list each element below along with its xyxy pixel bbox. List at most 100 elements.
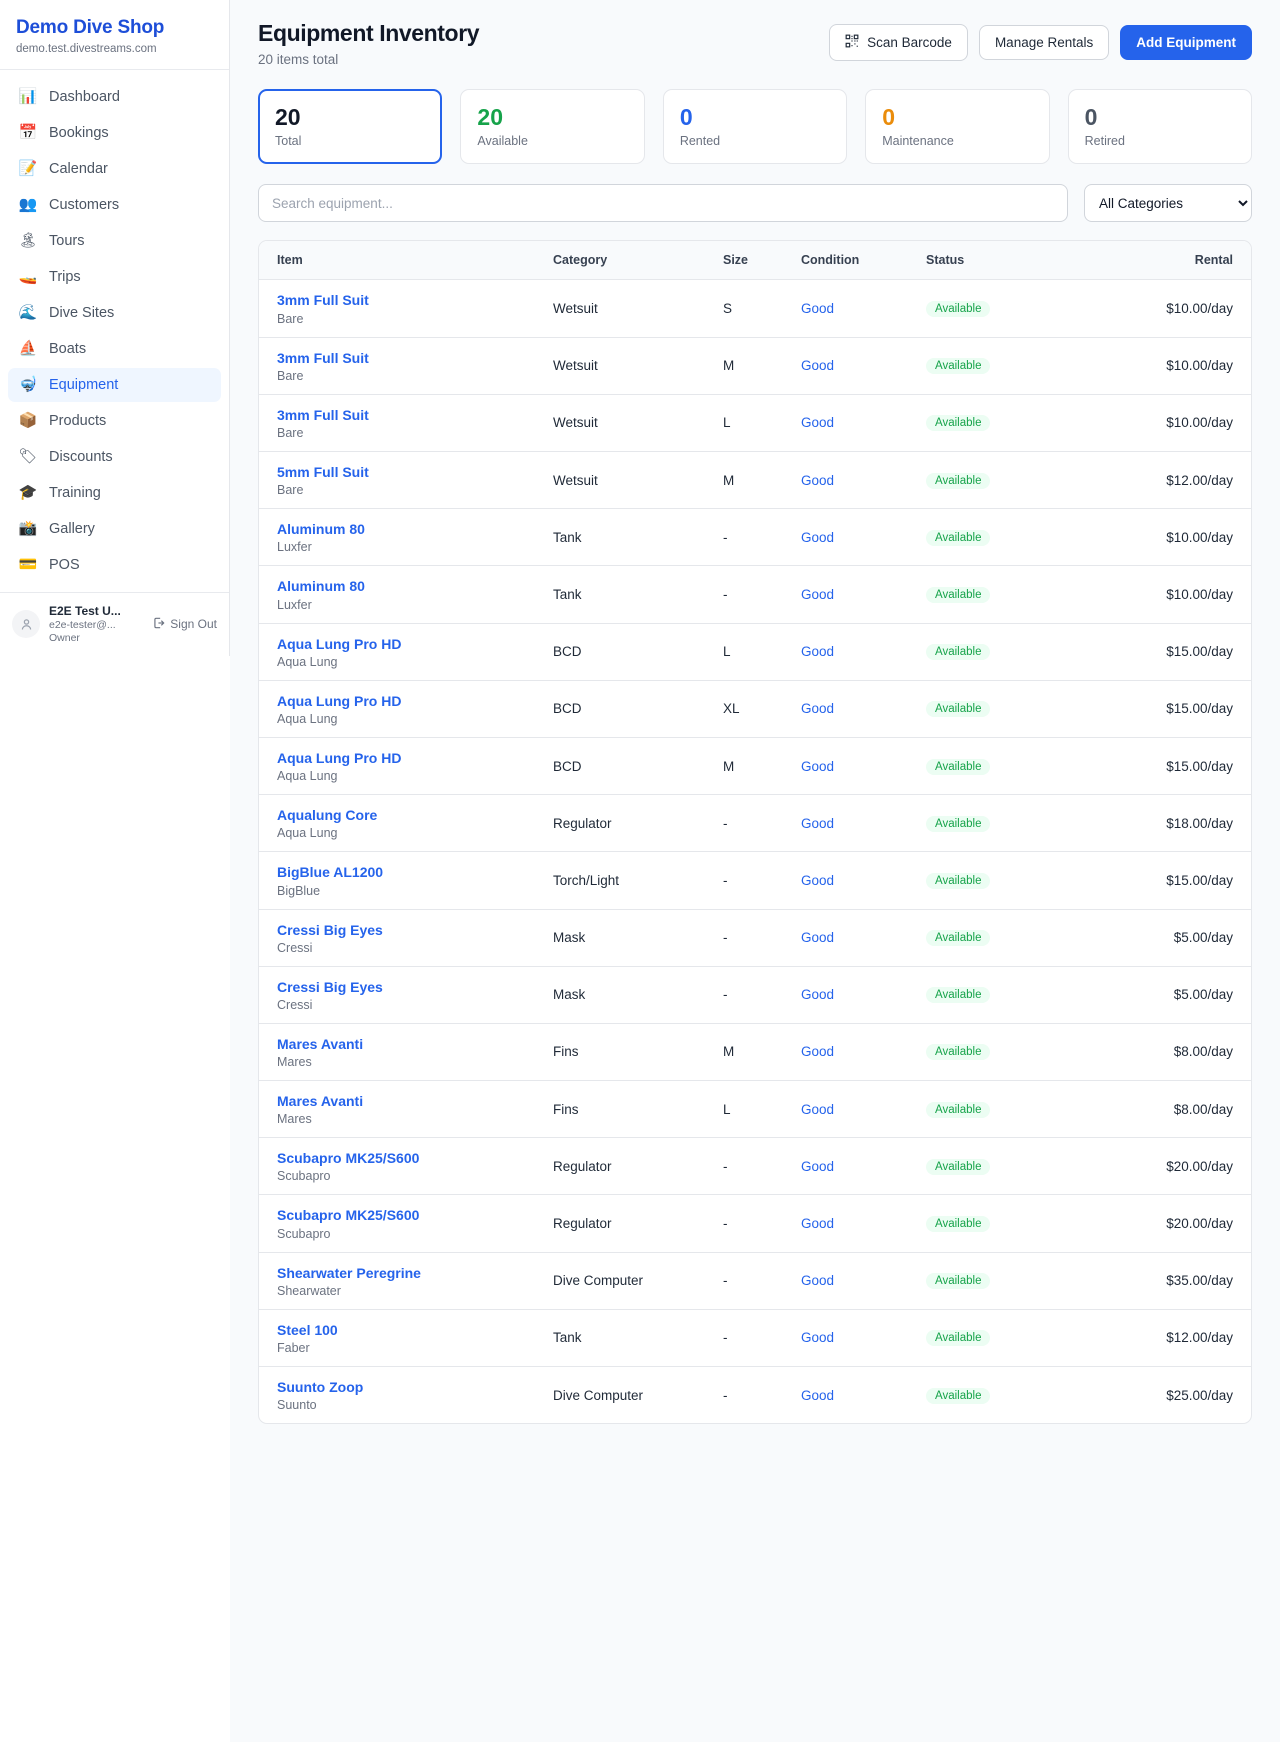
- sidebar-item-products[interactable]: 📦 Products: [8, 404, 221, 438]
- sidebar-item-dive-sites[interactable]: 🌊 Dive Sites: [8, 296, 221, 330]
- item-link[interactable]: 3mm Full Suit: [277, 406, 369, 423]
- item-link[interactable]: Steel 100: [277, 1321, 338, 1338]
- sidebar-item-bookings[interactable]: 📅 Bookings: [8, 116, 221, 150]
- item-link[interactable]: 3mm Full Suit: [277, 292, 369, 309]
- condition-link[interactable]: Good: [801, 1101, 835, 1117]
- stat-card-retired[interactable]: 0 Retired: [1067, 89, 1253, 165]
- category-filter-select[interactable]: All Categories: [1084, 184, 1252, 223]
- status-badge: Available: [926, 586, 991, 603]
- item-link[interactable]: Cressi Big Eyes: [277, 921, 383, 938]
- item-brand: Shearwater: [277, 1283, 341, 1298]
- cell-item: Scubapro MK25/S600 Scubapro: [259, 1137, 539, 1196]
- cell-size: -: [709, 1252, 787, 1310]
- search-input[interactable]: [258, 184, 1068, 223]
- brand-block[interactable]: Demo Dive Shop demo.test.divestreams.com: [0, 0, 229, 70]
- condition-link[interactable]: Good: [801, 1273, 835, 1289]
- item-link[interactable]: Shearwater Peregrine: [277, 1264, 421, 1281]
- cell-size: -: [709, 1194, 787, 1253]
- cell-category: Regulator: [539, 794, 709, 853]
- condition-link[interactable]: Good: [801, 701, 835, 717]
- sidebar-item-gallery[interactable]: 📸 Gallery: [8, 512, 221, 546]
- condition-link[interactable]: Good: [801, 644, 835, 660]
- cell-category: Wetsuit: [539, 279, 709, 338]
- stat-card-maintenance[interactable]: 0 Maintenance: [865, 89, 1050, 165]
- item-link[interactable]: Mares Avanti: [277, 1093, 364, 1110]
- item-link[interactable]: Suunto Zoop: [277, 1379, 364, 1395]
- user-email: e2e-tester@...: [49, 618, 116, 631]
- cell-condition: Good: [787, 909, 912, 967]
- cell-size: -: [709, 794, 787, 853]
- condition-link[interactable]: Good: [801, 415, 835, 431]
- condition-link[interactable]: Good: [801, 358, 835, 374]
- condition-link[interactable]: Good: [801, 1216, 835, 1232]
- user-meta: E2E Test U... e2e-tester@... Owner: [49, 604, 143, 645]
- cell-size: -: [709, 1309, 787, 1368]
- cell-category: BCD: [539, 623, 709, 681]
- condition-link[interactable]: Good: [801, 930, 835, 946]
- scan-barcode-button[interactable]: Scan Barcode: [829, 24, 968, 61]
- cell-rental: $18.00/day: [1062, 794, 1251, 853]
- avatar: [12, 610, 40, 639]
- sidebar-item-trips[interactable]: 🚤 Trips: [8, 260, 221, 294]
- item-brand: Luxfer: [277, 540, 312, 555]
- condition-link[interactable]: Good: [801, 1387, 835, 1403]
- condition-link[interactable]: Good: [801, 301, 835, 317]
- table-row: Mares Avanti Mares Fins L Good Available $8.00…: [259, 1080, 1251, 1139]
- status-badge: Available: [926, 301, 991, 318]
- item-link[interactable]: Mares Avanti: [277, 1035, 364, 1052]
- condition-link[interactable]: Good: [801, 987, 835, 1003]
- sidebar-item-boats[interactable]: ⛵ Boats: [8, 332, 221, 366]
- speedboat-icon: 🚤: [18, 267, 38, 286]
- sidebar-item-discounts[interactable]: 🏷 Discounts: [8, 440, 221, 474]
- table-row: Suunto Zoop Suunto Dive Computer - Good Avail…: [259, 1367, 1251, 1424]
- cell-size: -: [709, 966, 787, 1024]
- manage-rentals-button[interactable]: Manage Rentals: [978, 25, 1110, 60]
- user-role: Owner: [49, 631, 80, 644]
- sidebar-item-customers[interactable]: 👥 Customers: [8, 188, 221, 222]
- status-badge: Available: [926, 472, 991, 489]
- item-link[interactable]: Aluminum 80: [277, 578, 365, 595]
- sidebar-item-label: POS: [49, 556, 80, 573]
- condition-link[interactable]: Good: [801, 529, 835, 545]
- condition-link[interactable]: Good: [801, 815, 835, 831]
- cell-size: -: [709, 508, 787, 567]
- item-link[interactable]: Aqua Lung Pro HD: [277, 749, 402, 766]
- cell-item: Shearwater Peregrine Shearwater: [259, 1252, 539, 1310]
- sign-out-button[interactable]: Sign Out: [152, 616, 217, 633]
- stat-card-rented[interactable]: 0 Rented: [662, 89, 848, 165]
- cell-condition: Good: [787, 1137, 912, 1196]
- status-badge: Available: [926, 529, 991, 546]
- condition-link[interactable]: Good: [801, 1330, 835, 1346]
- calendar-icon: 📅: [18, 123, 38, 142]
- condition-link[interactable]: Good: [801, 1044, 835, 1060]
- condition-link[interactable]: Good: [801, 472, 835, 488]
- condition-link[interactable]: Good: [801, 758, 835, 774]
- item-link[interactable]: Aqualung Core: [277, 807, 378, 824]
- sidebar-item-pos[interactable]: 💳 POS: [8, 548, 221, 582]
- item-link[interactable]: 3mm Full Suit: [277, 349, 369, 366]
- stat-card-available[interactable]: 20 Available: [460, 89, 645, 165]
- item-link[interactable]: 5mm Full Suit: [277, 464, 369, 480]
- item-link[interactable]: Aqua Lung Pro HD: [277, 692, 402, 709]
- add-equipment-button[interactable]: Add Equipment: [1120, 25, 1252, 60]
- item-link[interactable]: Scubapro MK25/S600: [277, 1207, 420, 1224]
- sidebar-item-dashboard[interactable]: 📊 Dashboard: [8, 80, 221, 114]
- cell-category: Regulator: [539, 1194, 709, 1253]
- item-link[interactable]: BigBlue AL1200: [277, 864, 384, 881]
- sidebar-item-equipment[interactable]: 🤿 Equipment: [8, 367, 221, 402]
- item-link[interactable]: Aqua Lung Pro HD: [277, 635, 402, 652]
- sidebar-item-calendar[interactable]: 📝 Calendar: [8, 152, 221, 186]
- stat-card-total[interactable]: 20 Total: [258, 89, 443, 165]
- condition-link[interactable]: Good: [801, 1158, 835, 1174]
- item-link[interactable]: Cressi Big Eyes: [277, 978, 383, 995]
- cell-category: BCD: [539, 680, 709, 738]
- item-brand: Mares: [277, 1112, 312, 1127]
- cell-item: Mares Avanti Mares: [259, 1080, 539, 1139]
- condition-link[interactable]: Good: [801, 586, 835, 602]
- item-link[interactable]: Aluminum 80: [277, 521, 365, 538]
- item-link[interactable]: Scubapro MK25/S600: [277, 1150, 420, 1167]
- condition-link[interactable]: Good: [801, 872, 835, 888]
- sidebar-item-training[interactable]: 🎓 Training: [8, 476, 221, 510]
- cell-condition: Good: [787, 737, 912, 796]
- sidebar-item-tours[interactable]: 🏝 Tours: [8, 224, 221, 258]
